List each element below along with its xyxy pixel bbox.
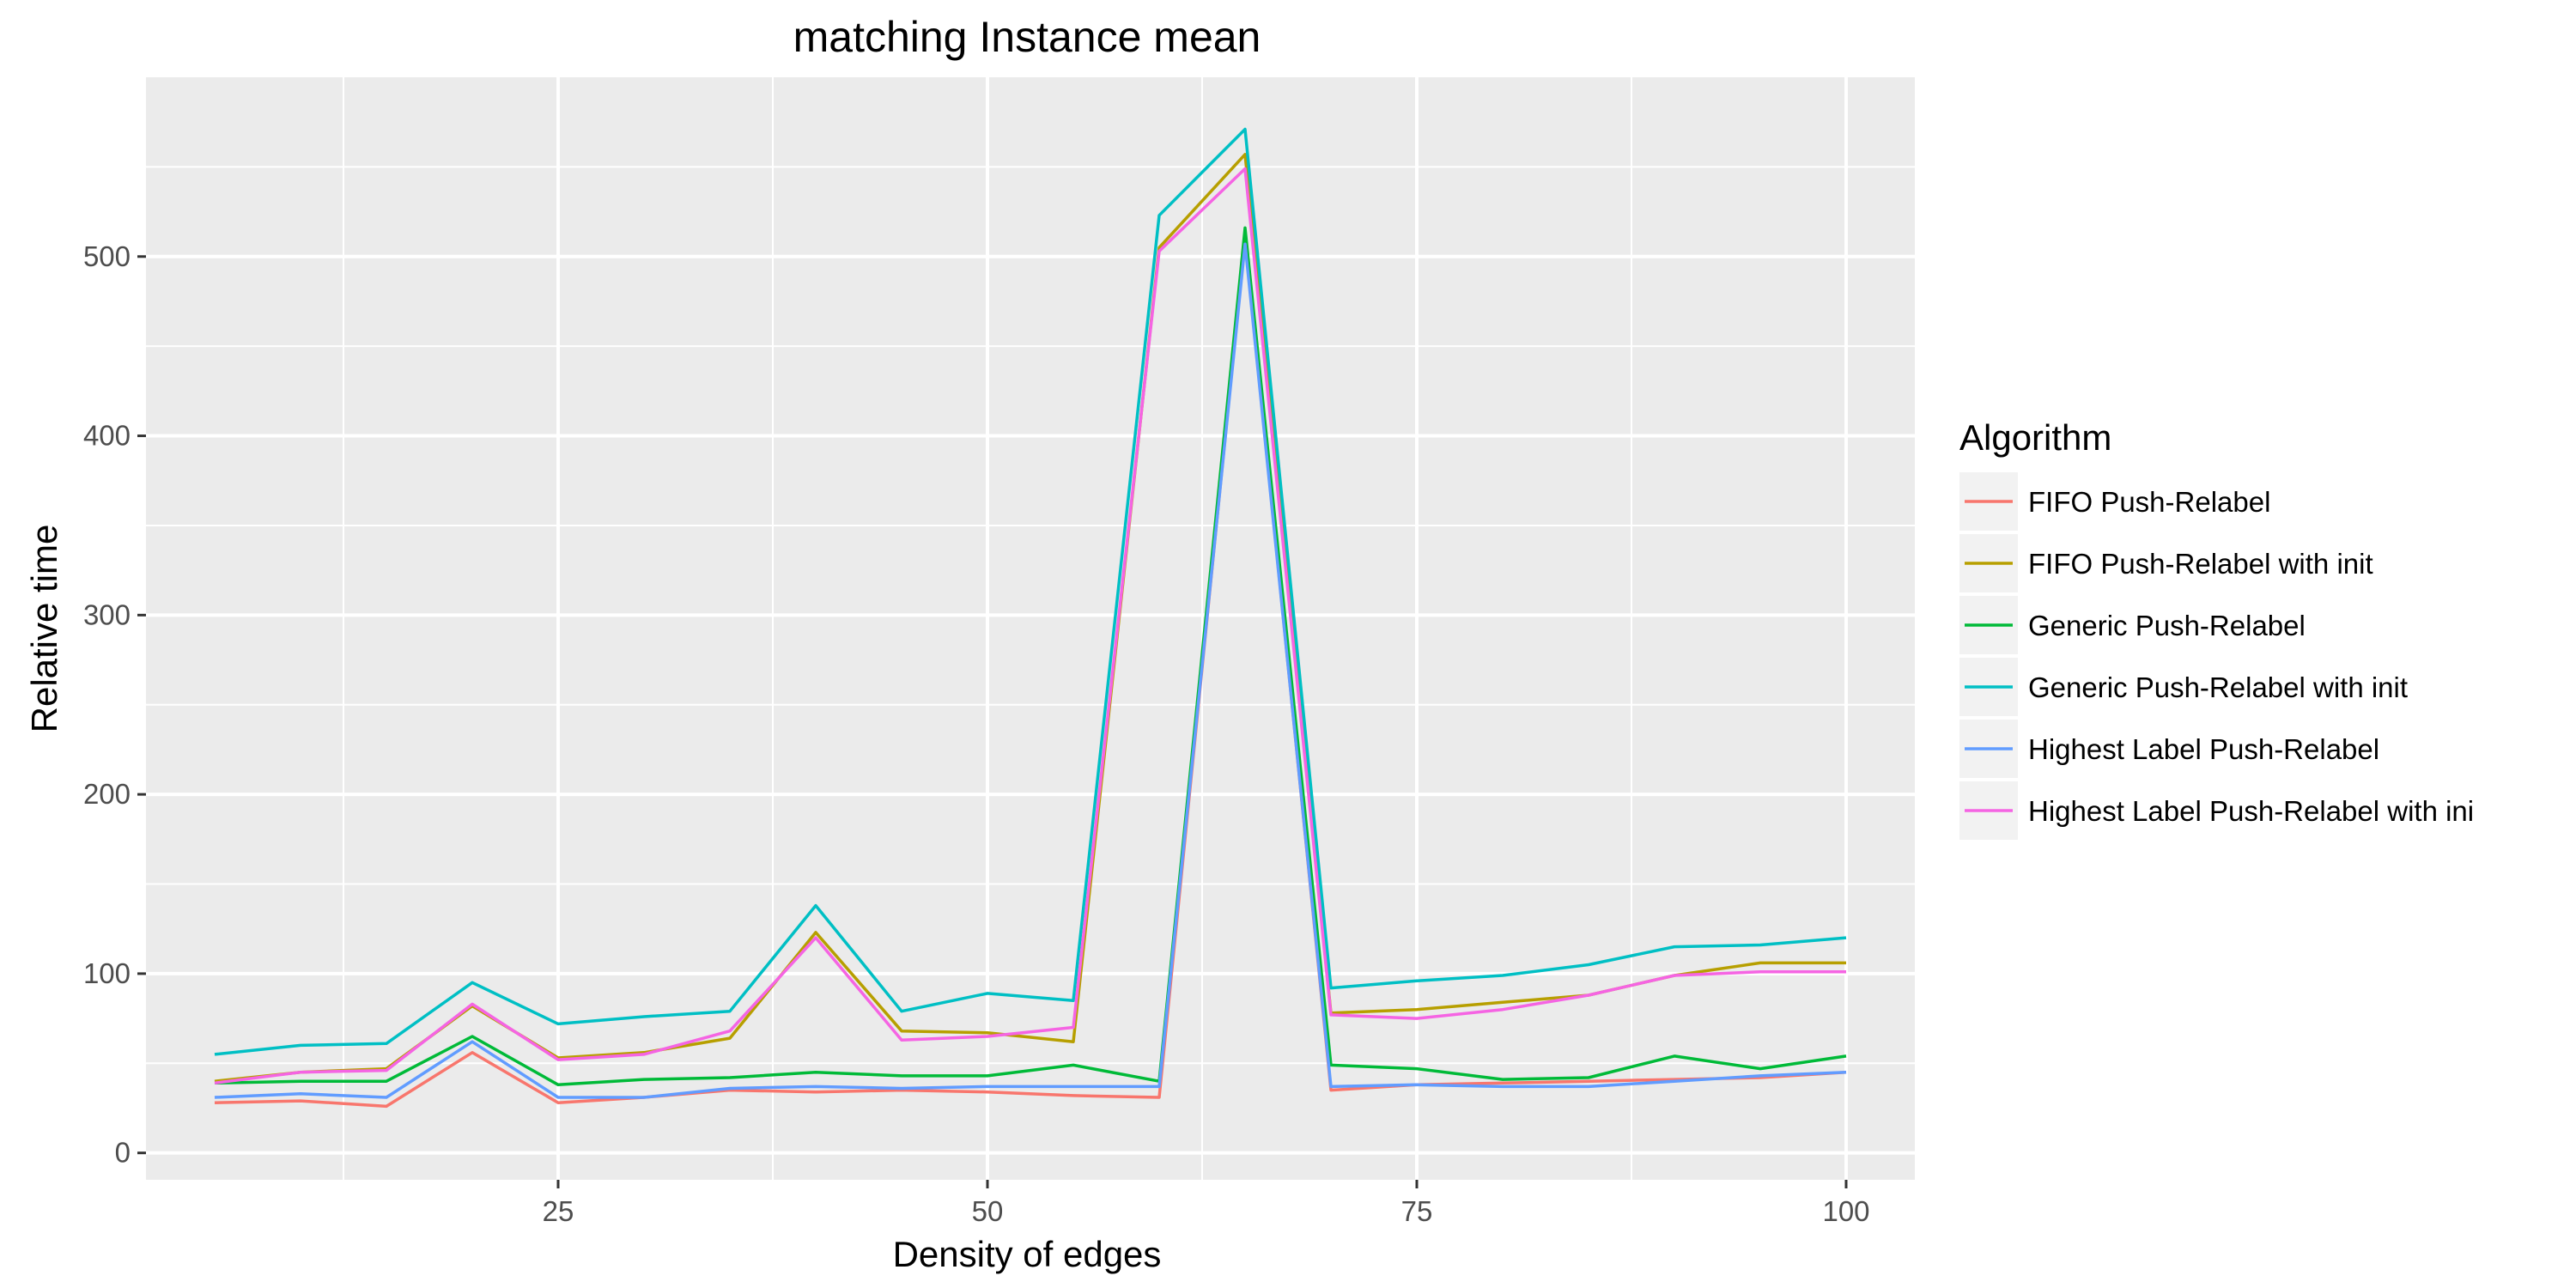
legend-items: FIFO Push-Relabel FIFO Push-Relabel with … — [1959, 472, 2474, 840]
x-axis: 25 50 75 100 — [543, 1180, 1870, 1227]
legend-label: Generic Push-Relabel with init — [2028, 671, 2408, 703]
plot-panel — [146, 77, 1915, 1180]
x-tick-label: 25 — [543, 1195, 574, 1227]
y-axis-title: Relative time — [24, 525, 64, 733]
chart-title: matching Instance mean — [793, 13, 1261, 61]
y-tick-label: 0 — [115, 1137, 131, 1169]
legend-label: FIFO Push-Relabel — [2028, 486, 2270, 518]
y-tick-label: 200 — [83, 778, 131, 810]
legend-label: Generic Push-Relabel — [2028, 610, 2306, 641]
series-lines — [214, 127, 1847, 1109]
grid-major — [146, 77, 1915, 1180]
series-line-4 — [214, 127, 1847, 1056]
legend-label: Highest Label Push-Relabel with ini — [2028, 795, 2474, 827]
y-tick-label: 100 — [83, 957, 131, 989]
x-axis-title: Density of edges — [893, 1234, 1162, 1274]
series-line-5 — [214, 242, 1847, 1099]
y-tick-label: 400 — [83, 420, 131, 452]
legend-title: Algorithm — [1959, 417, 2111, 458]
series-line-1 — [214, 237, 1847, 1109]
y-tick-label: 300 — [83, 598, 131, 630]
x-tick-label: 75 — [1401, 1195, 1433, 1227]
legend-label: FIFO Push-Relabel with init — [2028, 548, 2373, 580]
y-axis: 0 100 200 300 400 500 — [83, 240, 146, 1169]
x-tick-label: 50 — [972, 1195, 1004, 1227]
series-line-3 — [214, 226, 1847, 1087]
legend-label: Highest Label Push-Relabel — [2028, 733, 2379, 765]
y-tick-label: 500 — [83, 240, 131, 272]
x-tick-label: 100 — [1822, 1195, 1869, 1227]
series-line-6 — [214, 167, 1846, 1085]
